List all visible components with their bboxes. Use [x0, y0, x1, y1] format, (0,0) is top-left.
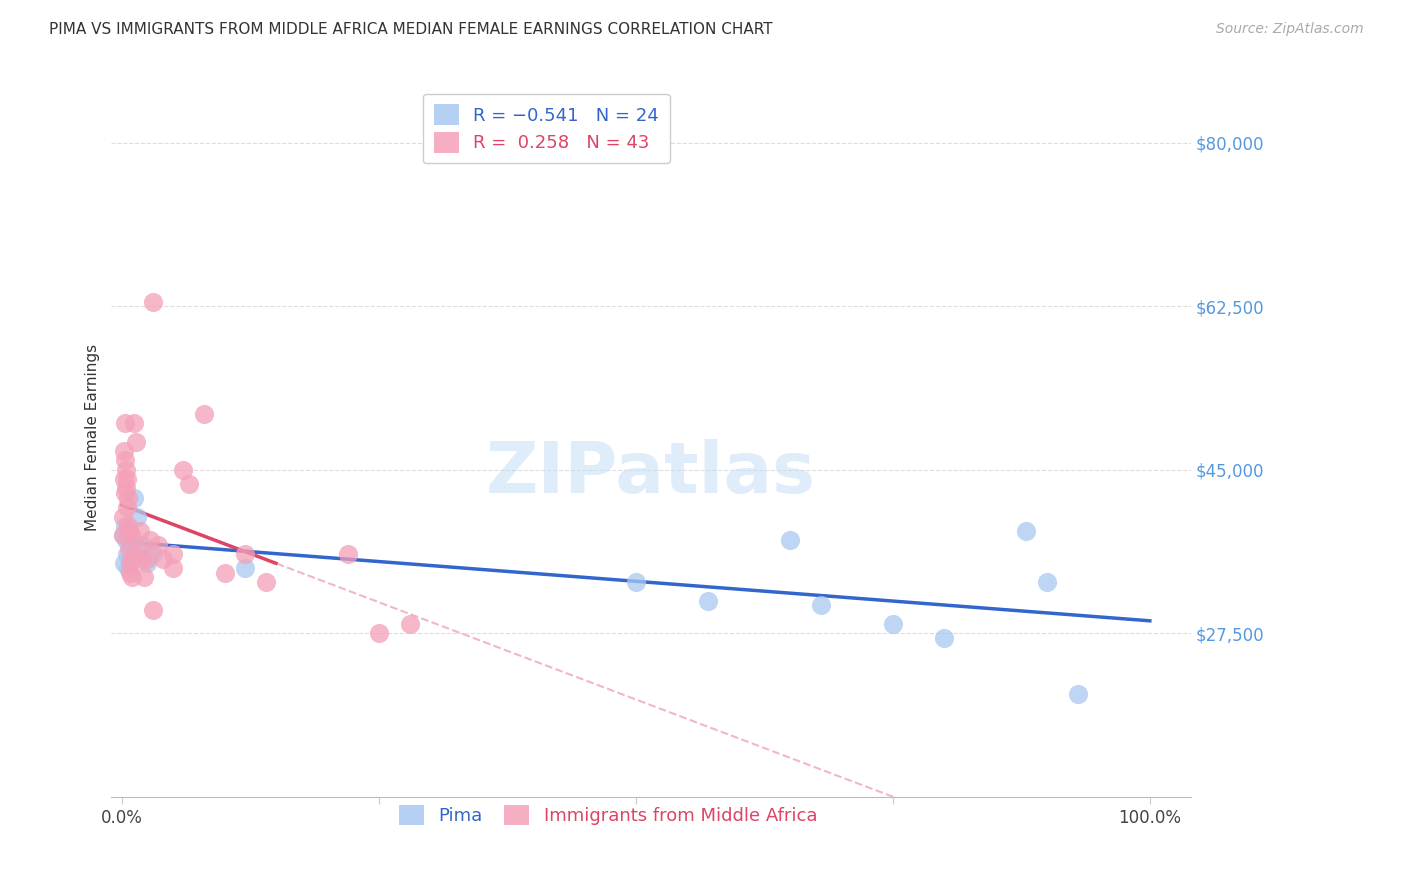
Point — [114, 486, 136, 500]
Point — [114, 463, 136, 477]
Text: ZIPatlas: ZIPatlas — [486, 439, 817, 508]
Point — [136, 556, 159, 570]
Point — [696, 593, 718, 607]
Point — [177, 476, 200, 491]
Point — [233, 547, 256, 561]
Point — [117, 491, 139, 505]
Point — [118, 524, 141, 538]
Point — [162, 547, 184, 561]
Point — [121, 542, 143, 557]
Legend: Pima, Immigrants from Middle Africa: Pima, Immigrants from Middle Africa — [389, 796, 827, 835]
Point — [127, 509, 149, 524]
Point — [162, 561, 184, 575]
Point — [152, 551, 174, 566]
Point — [254, 574, 277, 589]
Point — [214, 566, 236, 580]
Point — [367, 626, 389, 640]
Point — [193, 407, 215, 421]
Point — [1036, 574, 1059, 589]
Point — [233, 561, 256, 575]
Point — [115, 500, 138, 515]
Point — [779, 533, 801, 547]
Point — [1015, 524, 1038, 538]
Text: Source: ZipAtlas.com: Source: ZipAtlas.com — [1216, 22, 1364, 37]
Text: PIMA VS IMMIGRANTS FROM MIDDLE AFRICA MEDIAN FEMALE EARNINGS CORRELATION CHART: PIMA VS IMMIGRANTS FROM MIDDLE AFRICA ME… — [49, 22, 773, 37]
Point — [117, 561, 139, 575]
Point — [624, 574, 647, 589]
Point — [882, 616, 904, 631]
Point — [336, 547, 359, 561]
Point — [114, 416, 136, 430]
Point — [111, 528, 134, 542]
Point — [810, 599, 832, 613]
Point — [118, 537, 141, 551]
Point — [118, 556, 141, 570]
Point — [115, 547, 138, 561]
Point — [127, 542, 149, 557]
Point — [120, 528, 142, 542]
Point — [122, 491, 145, 505]
Point — [114, 533, 136, 547]
Point — [129, 524, 152, 538]
Point — [118, 566, 141, 580]
Point — [111, 528, 134, 542]
Point — [131, 551, 153, 566]
Point — [114, 519, 136, 533]
Point — [1067, 687, 1090, 701]
Point — [111, 509, 134, 524]
Point — [121, 570, 143, 584]
Point — [114, 482, 136, 496]
Point — [139, 533, 162, 547]
Point — [118, 524, 141, 538]
Point — [141, 603, 163, 617]
Point — [122, 416, 145, 430]
Y-axis label: Median Female Earnings: Median Female Earnings — [86, 343, 100, 531]
Point — [112, 444, 135, 458]
Point — [934, 631, 956, 645]
Point — [141, 547, 163, 561]
Point — [136, 551, 159, 566]
Point — [112, 556, 135, 570]
Point — [117, 519, 139, 533]
Point — [121, 551, 143, 566]
Point — [118, 542, 141, 557]
Point — [114, 453, 136, 467]
Point — [125, 434, 148, 449]
Point — [172, 463, 194, 477]
Point — [134, 570, 156, 584]
Point — [141, 294, 163, 309]
Point — [146, 537, 169, 551]
Point — [112, 472, 135, 486]
Point — [131, 537, 153, 551]
Point — [115, 472, 138, 486]
Point — [398, 616, 420, 631]
